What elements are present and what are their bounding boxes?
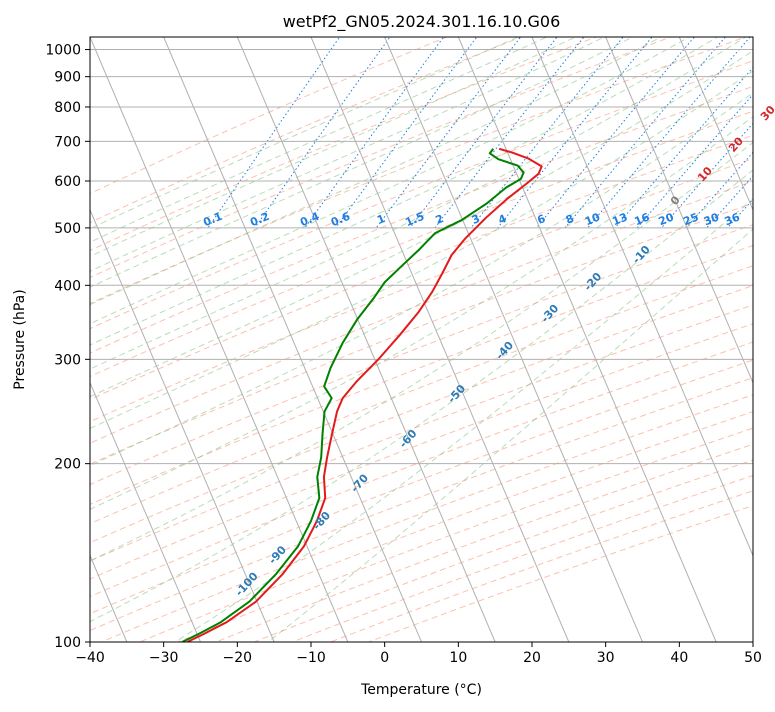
moist-adiabat	[90, 50, 753, 398]
y-tick-label: 600	[54, 174, 81, 190]
mixing-ratio-line	[636, 93, 753, 229]
mixing-ratio-label: 36	[723, 210, 742, 228]
isotherm-gridline	[605, 37, 753, 384]
dry-adiabat	[90, 284, 753, 544]
mixing-ratio-line	[254, 37, 391, 229]
moist-adiabat	[90, 37, 520, 230]
mixing-ratio-label: 2	[434, 212, 446, 227]
temperature-profile-line	[186, 147, 543, 642]
isotherm-gridline	[678, 37, 753, 212]
y-tick-label: 1000	[45, 43, 81, 59]
chart-title: wetPf2_GN05.2024.301.16.10.G06	[283, 12, 561, 32]
mixing-ratio-label: 8	[564, 212, 576, 227]
moist-adiabat	[90, 37, 662, 306]
y-axis-label: Pressure (hPa)	[12, 289, 28, 389]
moist-adiabat	[90, 116, 753, 510]
moist-adiabat	[90, 37, 747, 370]
mixing-ratio-line	[564, 37, 727, 229]
isotherm-gridline	[531, 37, 753, 557]
dewpoint-profile-line	[181, 148, 525, 642]
mixing-ratio-line	[434, 37, 585, 229]
dry-adiabat	[90, 341, 753, 598]
mixing-ratio-label: 30	[702, 210, 721, 228]
moist-adiabat	[267, 228, 753, 642]
mixing-ratio-line	[304, 37, 445, 229]
dry-adiabat	[90, 37, 673, 279]
y-tick-label: 100	[54, 635, 81, 651]
dry-adiabat	[90, 180, 753, 444]
dry-adiabat	[90, 359, 753, 615]
isotherm-gridline	[90, 381, 201, 642]
dry-adiabat	[90, 134, 753, 400]
moist-adiabat	[90, 141, 753, 562]
moist-adiabat	[90, 37, 634, 288]
moist-adiabat	[90, 37, 577, 257]
y-tick-label: 300	[54, 352, 81, 368]
dry-adiabat	[90, 37, 598, 252]
x-tick-label: −10	[296, 650, 326, 666]
mixing-ratio-line	[706, 175, 753, 229]
isotherm-gridline	[236, 37, 496, 642]
dry-adiabat	[176, 427, 753, 642]
dry-adiabat	[90, 85, 753, 354]
plot-area	[90, 37, 753, 642]
mixing-ratio-line	[409, 37, 558, 229]
x-tick-label: 30	[597, 650, 615, 666]
x-tick-label: 50	[744, 650, 762, 666]
dry-adiabat	[90, 158, 753, 423]
y-tick-label: 900	[54, 70, 81, 86]
mixing-ratio-label: 13	[610, 211, 629, 229]
mixing-ratio-label: 1	[375, 212, 387, 227]
isotherm-gridline	[457, 37, 717, 642]
dry-adiabat	[214, 443, 753, 642]
moist-adiabat	[90, 92, 753, 467]
mixing-ratio-label: 20	[657, 210, 676, 228]
y-tick-label: 400	[54, 278, 81, 294]
isotherm-gridline	[90, 37, 349, 642]
moist-adiabat	[90, 37, 719, 346]
dry-adiabat	[329, 490, 753, 642]
mixing-ratio-line	[587, 37, 751, 229]
x-tick-label: 10	[449, 650, 467, 666]
dry-adiabat	[138, 411, 753, 642]
x-tick-label: 40	[670, 650, 688, 666]
moist-adiabat	[90, 169, 753, 623]
mixing-ratio-label: 3	[470, 212, 482, 227]
isotherm-gridline	[310, 37, 570, 642]
dry-adiabat	[90, 323, 753, 580]
x-tick-label: −30	[149, 650, 179, 666]
mixing-ratio-label: 10	[583, 210, 602, 228]
x-tick-label: 20	[523, 650, 541, 666]
isotherm-gridline	[163, 37, 422, 642]
isotherm-gridline	[384, 37, 643, 642]
plot-frame	[89, 36, 754, 643]
y-tick-label: 200	[54, 457, 81, 473]
mixing-ratio-line	[536, 37, 695, 229]
y-tick-label: 800	[54, 100, 81, 116]
moist-adiabat	[90, 70, 753, 430]
mixing-ratio-line	[661, 122, 753, 229]
dry-adiabat	[367, 505, 753, 642]
mixing-ratio-label: 16	[632, 210, 651, 228]
x-tick-label: 0	[380, 650, 389, 666]
x-tick-label: −20	[223, 650, 253, 666]
mixing-ratio-line	[207, 37, 341, 229]
y-tick-label: 500	[54, 221, 81, 237]
axes: −40 −30 −20 −10 0 10 20 30 40 50 100 200 300 400 500 60…	[45, 43, 762, 666]
mixing-ratio-label: 25	[681, 211, 700, 229]
x-axis-label: Temperature (°C)	[360, 682, 482, 698]
x-tick-label: −40	[75, 650, 105, 666]
isotherm-gridline	[90, 208, 275, 642]
moist-adiabat	[90, 37, 549, 243]
y-tick-label: 700	[54, 134, 81, 150]
mixing-ratio-line	[375, 37, 522, 229]
dry-adiabat	[90, 304, 753, 562]
